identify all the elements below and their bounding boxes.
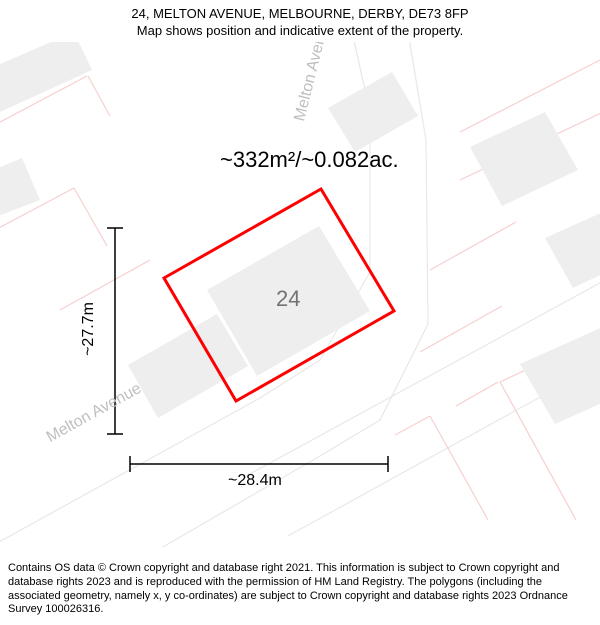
copyright-footer: Contains OS data © Crown copyright and d… xyxy=(0,558,600,625)
plot-number-label: 24 xyxy=(276,286,300,312)
area-label: ~332m²/~0.082ac. xyxy=(220,147,399,173)
map-area: ~332m²/~0.082ac. ~27.7m ~28.4m 24 Melton… xyxy=(0,42,600,547)
height-dimension-label: ~27.7m xyxy=(80,302,98,356)
address-title: 24, MELTON AVENUE, MELBOURNE, DERBY, DE7… xyxy=(10,6,590,23)
header-subtitle: Map shows position and indicative extent… xyxy=(10,23,590,40)
header: 24, MELTON AVENUE, MELBOURNE, DERBY, DE7… xyxy=(0,0,600,42)
width-dimension-label: ~28.4m xyxy=(228,472,282,490)
